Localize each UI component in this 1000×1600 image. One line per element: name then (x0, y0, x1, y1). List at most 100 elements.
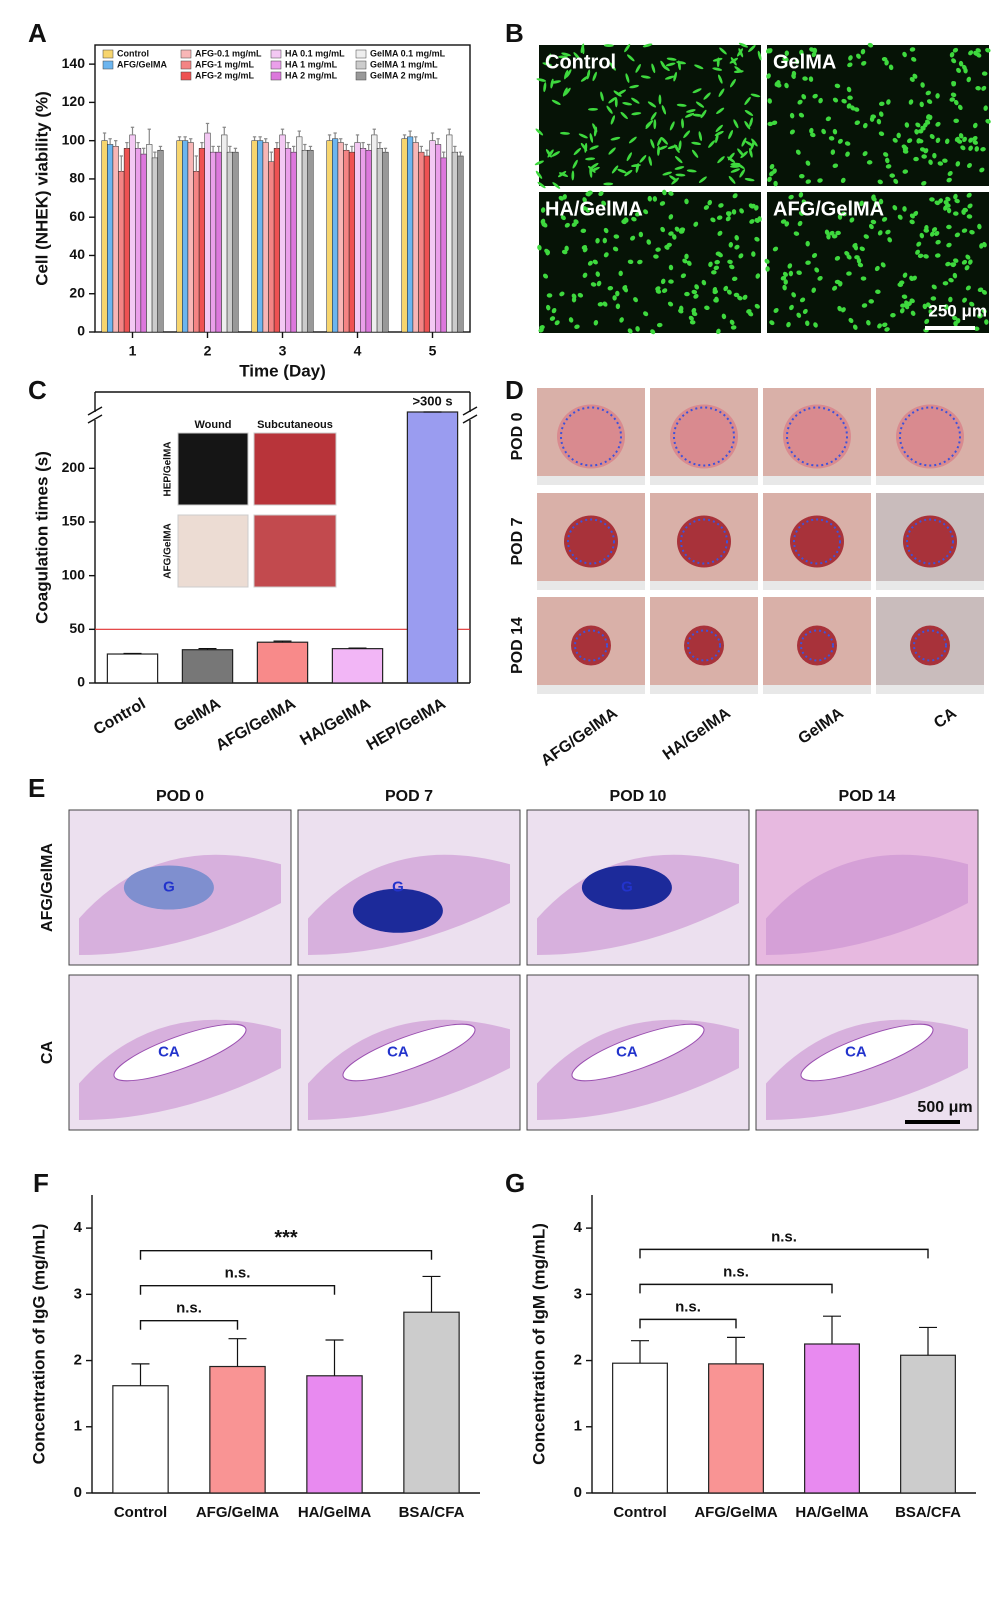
cell (669, 121, 675, 131)
error-bar (205, 122, 210, 134)
cell (546, 53, 552, 63)
error-bar (436, 138, 440, 145)
bar (446, 134, 453, 333)
bar (418, 151, 425, 333)
cell (624, 169, 633, 177)
cell (885, 164, 892, 169)
cell (580, 142, 588, 151)
cell (968, 145, 973, 151)
wound (677, 515, 731, 568)
cell (789, 112, 795, 119)
cell (916, 241, 922, 247)
wound-outline (574, 629, 608, 662)
cell (648, 156, 652, 166)
y-tick-label: 40 (69, 246, 85, 262)
cell (737, 295, 743, 301)
cell (830, 149, 836, 155)
cell (580, 43, 585, 54)
significance-bracket (639, 1248, 929, 1259)
cell (845, 151, 850, 157)
cell (662, 171, 673, 176)
bar (708, 1363, 764, 1494)
bar (403, 1311, 460, 1494)
cell (578, 133, 588, 139)
cell (856, 257, 862, 264)
cell (694, 284, 699, 290)
cell (729, 78, 736, 88)
panel-letter: C (28, 375, 47, 405)
cell (637, 259, 643, 265)
cell (545, 249, 551, 256)
cell (684, 291, 690, 297)
x-tick-label: AFG/GelMA (196, 1504, 280, 1521)
cell (912, 73, 918, 79)
error-bar (355, 134, 360, 143)
cell (794, 58, 800, 65)
cell (602, 237, 607, 244)
inset-row-label: HEP/GelMA (163, 441, 174, 496)
cell (798, 112, 805, 118)
cell (551, 151, 561, 157)
cell (953, 99, 959, 106)
legend-swatch (270, 60, 282, 70)
cell (691, 141, 702, 146)
cell (857, 262, 864, 268)
cell (920, 82, 925, 88)
row-label: POD 14 (509, 617, 526, 674)
y-tick-label: 0 (74, 1484, 82, 1501)
cell (626, 54, 635, 62)
cell (619, 317, 624, 323)
cell (734, 235, 739, 241)
cell (848, 55, 853, 61)
cell (679, 227, 686, 232)
bar (210, 151, 217, 333)
cell (951, 81, 957, 87)
error-bar (425, 149, 429, 156)
y-tick-label: 120 (62, 93, 86, 109)
ruler (876, 685, 984, 694)
error-bar (458, 151, 463, 156)
cell (749, 117, 753, 128)
cell (540, 207, 546, 213)
cell (880, 262, 886, 268)
cell (731, 209, 737, 215)
cell (631, 97, 640, 104)
cell (877, 179, 883, 185)
bar (112, 146, 119, 333)
cell (573, 219, 579, 225)
cell (958, 133, 964, 139)
cell (635, 163, 640, 173)
cell (703, 92, 711, 100)
tile-label: AFG/GelMA (773, 198, 884, 220)
wound (684, 625, 724, 666)
cell (821, 128, 826, 135)
cell (613, 234, 620, 239)
x-tick-label: 1 (129, 343, 137, 359)
cell (846, 271, 852, 276)
cell (535, 128, 544, 136)
annotation: G (392, 878, 404, 895)
tissue (766, 854, 968, 955)
cell (950, 262, 956, 268)
error-bar (217, 145, 221, 153)
cell (972, 135, 978, 141)
cell (755, 273, 761, 279)
cell (947, 171, 953, 176)
bar (187, 142, 194, 333)
cell (615, 290, 620, 297)
cell (623, 217, 629, 223)
bar (407, 136, 414, 333)
cell (901, 144, 907, 150)
cell (979, 167, 985, 173)
cell (916, 138, 921, 144)
cell (776, 80, 781, 86)
y-tick-label: 60 (69, 208, 85, 224)
cell (795, 149, 801, 155)
error-bar (153, 151, 157, 158)
cell (580, 228, 587, 233)
x-tick-label: HA/GelMA (795, 1504, 869, 1521)
wound (910, 625, 950, 666)
cell (551, 99, 561, 105)
cell (924, 318, 930, 324)
cell (739, 169, 746, 178)
